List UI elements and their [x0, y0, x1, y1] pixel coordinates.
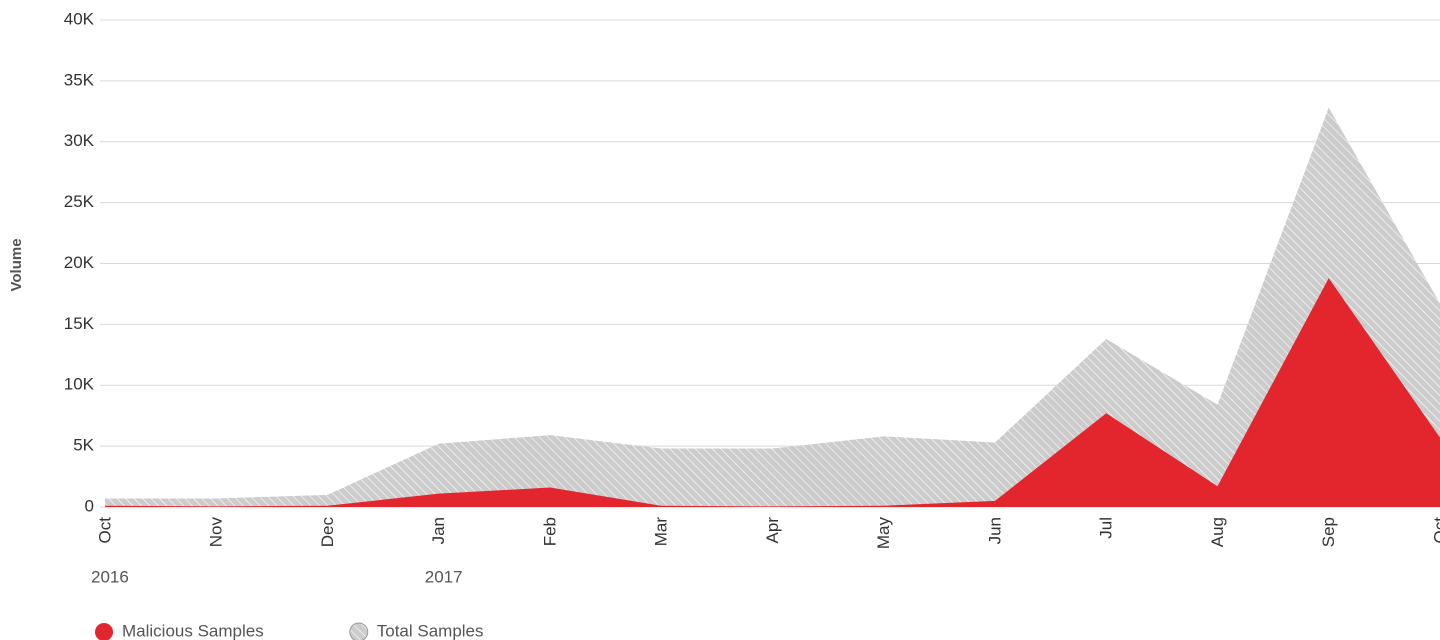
- legend-swatch: [349, 622, 369, 640]
- x-tick-label: Feb: [540, 517, 559, 546]
- legend-label: Malicious Samples: [122, 621, 264, 640]
- y-tick-label: 30K: [64, 131, 95, 150]
- x-tick-label: Sep: [1319, 517, 1338, 547]
- x-tick-label: Oct: [1430, 517, 1440, 544]
- x-tick-label: Jun: [985, 517, 1004, 544]
- area-malicious: [105, 278, 1440, 507]
- year-label: 2017: [425, 567, 463, 586]
- y-tick-label: 35K: [64, 70, 95, 89]
- x-tick-label: Jul: [1097, 517, 1116, 539]
- x-tick-label: May: [874, 517, 893, 550]
- legend-swatch: [95, 623, 113, 640]
- legend-label: Total Samples: [377, 621, 484, 640]
- y-tick-label: 10K: [64, 375, 95, 394]
- x-tick-label: Oct: [95, 517, 114, 544]
- x-tick-label: Nov: [207, 517, 226, 548]
- x-tick-label: Apr: [763, 517, 782, 544]
- year-label: 2016: [91, 567, 129, 586]
- x-tick-label: Aug: [1208, 517, 1227, 547]
- y-tick-label: 0: [85, 496, 94, 515]
- y-tick-label: 20K: [64, 253, 95, 272]
- y-axis-label: Volume: [8, 238, 25, 291]
- y-tick-label: 25K: [64, 192, 95, 211]
- y-tick-label: 5K: [73, 436, 94, 455]
- x-tick-label: Jan: [429, 517, 448, 544]
- area-total: [105, 107, 1440, 507]
- x-tick-label: Dec: [318, 517, 337, 548]
- x-tick-label: Mar: [652, 517, 671, 547]
- y-tick-label: 15K: [64, 314, 95, 333]
- y-tick-label: 40K: [64, 9, 95, 28]
